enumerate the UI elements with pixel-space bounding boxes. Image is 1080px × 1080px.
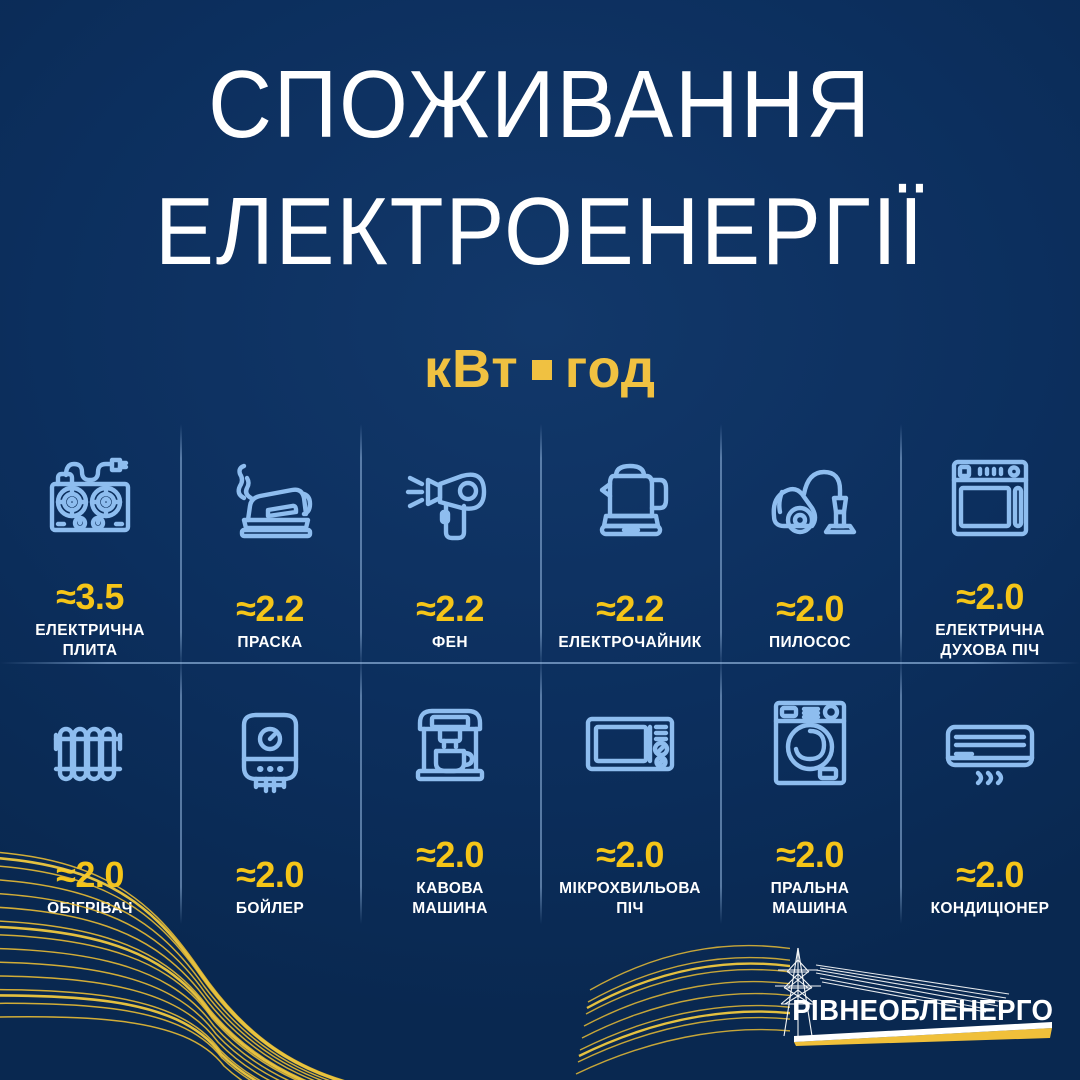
water-boiler-icon [220, 668, 320, 838]
appliance-cell-electric-oven[interactable]: ≈2.0 ЕЛЕКТРИЧНА ДУХОВА ПІЧ [900, 424, 1080, 666]
appliance-label: ПИЛОСОС [768, 634, 852, 651]
appliance-cell-air-conditioner[interactable]: ≈2.0 КОНДИЦІОНЕР [900, 658, 1080, 924]
appliance-cell-electric-kettle[interactable]: ≈2.2 ЕЛЕКТРОЧАЙНИК [540, 424, 720, 666]
appliance-value: ≈2.0 [776, 588, 844, 629]
appliance-cell-clothes-iron[interactable]: ≈2.2 ПРАСКА [180, 424, 360, 666]
coffee-machine-icon [400, 668, 500, 818]
title-line-2: ЕЛЕКТРОЕНЕРГІЇ [154, 177, 926, 285]
appliance-label: КАВОВА МАШИНА [412, 879, 488, 918]
electric-stove-icon [40, 434, 140, 562]
appliance-value: ≈2.0 [956, 854, 1024, 895]
appliance-cell-coffee-machine[interactable]: ≈2.0 КАВОВА МАШИНА [360, 658, 540, 924]
appliance-value: ≈2.0 [236, 854, 304, 895]
microwave-oven-icon [580, 668, 680, 818]
appliance-label: ЕЛЕКТРИЧНА ДУХОВА ПІЧ [935, 621, 1045, 660]
appliance-value: ≈2.0 [56, 854, 124, 895]
unit-subtitle: кВт год [0, 338, 1080, 400]
appliance-cell-microwave-oven[interactable]: ≈2.0 МІКРОХВИЛЬОВА ПІЧ [540, 658, 720, 924]
unit-prefix-label: кВт [423, 339, 519, 399]
title-line-1: СПОЖИВАННЯ [208, 51, 872, 158]
electric-kettle-icon [580, 434, 680, 574]
radiator-heater-icon [40, 668, 140, 838]
appliance-cell-vacuum-cleaner[interactable]: ≈2.0 ПИЛОСОС [720, 424, 900, 666]
appliance-label: КОНДИЦІОНЕР [930, 900, 1050, 917]
air-conditioner-icon [940, 668, 1040, 838]
unit-separator-dot-icon [531, 359, 552, 380]
washing-machine-icon [760, 668, 860, 818]
appliance-value: ≈2.0 [956, 575, 1024, 617]
logo-swoosh-gold [794, 1028, 1052, 1046]
page-title: СПОЖИВАННЯ ЕЛЕКТРОЕНЕРГІЇ [0, 42, 1080, 295]
appliance-label: ЕЛЕКТРИЧНА ПЛИТА [35, 621, 145, 660]
company-logo[interactable]: РІВНЕОБЛЕНЕРГО [754, 944, 1054, 1052]
appliance-label: БОЙЛЕР [235, 900, 305, 917]
appliance-value: ≈2.0 [416, 833, 484, 875]
appliance-cell-water-boiler[interactable]: ≈2.0 БОЙЛЕР [180, 658, 360, 924]
appliance-cell-radiator-heater[interactable]: ≈2.0 ОБІГРІВАЧ [0, 662, 180, 920]
appliance-label: ПРАСКА [237, 634, 303, 651]
appliance-label: ОБІГРІВАЧ [47, 900, 133, 917]
electric-oven-icon [940, 434, 1040, 562]
appliance-grid: ≈3.5 ЕЛЕКТРИЧНА ПЛИТА ≈2.2 ПРАСКА [0, 424, 1080, 924]
power-tower-icon [775, 947, 821, 1037]
appliance-value: ≈2.2 [596, 588, 664, 629]
appliance-value: ≈3.5 [56, 575, 124, 617]
appliance-label: ЕЛЕКТРОЧАЙНИК [558, 634, 702, 651]
appliance-cell-washing-machine[interactable]: ≈2.0 ПРАЛЬНА МАШИНА [720, 658, 900, 924]
appliance-cell-electric-stove[interactable]: ≈3.5 ЕЛЕКТРИЧНА ПЛИТА [0, 428, 180, 662]
appliance-cell-hair-dryer[interactable]: ≈2.2 ФЕН [360, 424, 540, 666]
logo-swoosh-white [794, 1022, 1052, 1042]
power-lines-icon [815, 964, 1010, 1013]
appliance-label: ПРАЛЬНА МАШИНА [770, 879, 850, 918]
appliance-value: ≈2.2 [416, 588, 484, 629]
hair-dryer-icon [400, 434, 500, 574]
unit-suffix-label: год [564, 339, 657, 399]
appliance-label: МІКРОХВИЛЬОВА ПІЧ [559, 879, 701, 918]
vacuum-cleaner-icon [760, 434, 860, 574]
grid-row-divider [0, 662, 1080, 664]
appliance-value: ≈2.0 [596, 833, 664, 875]
logo-wordmark: РІВНЕОБЛЕНЕРГО [792, 993, 1053, 1026]
appliance-label: ФЕН [432, 634, 468, 651]
clothes-iron-icon [220, 434, 320, 574]
appliance-value: ≈2.0 [776, 833, 844, 875]
appliance-value: ≈2.2 [236, 588, 304, 629]
